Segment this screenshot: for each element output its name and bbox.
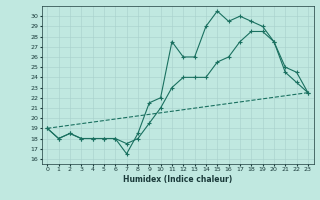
X-axis label: Humidex (Indice chaleur): Humidex (Indice chaleur)	[123, 175, 232, 184]
